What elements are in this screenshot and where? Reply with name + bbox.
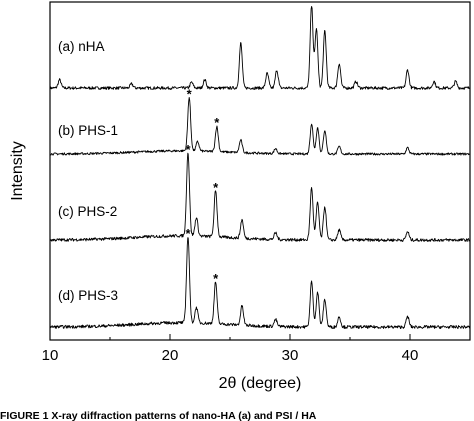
figure-caption: FIGURE 1 X-ray diffraction patterns of n… bbox=[0, 410, 317, 421]
star-marker: * bbox=[185, 142, 191, 157]
x-tick-label: 30 bbox=[282, 347, 299, 364]
x-ticks-layer: 10 20 30 40 bbox=[42, 334, 419, 364]
x-tick-label: 40 bbox=[402, 347, 419, 364]
series-label-a: (a) nHA bbox=[58, 39, 105, 54]
star-marker: * bbox=[213, 271, 219, 286]
y-axis-label: Intensity bbox=[9, 141, 26, 201]
plot-frame bbox=[49, 1, 471, 341]
traces-layer: * * * * * * bbox=[49, 5, 471, 329]
series-label-c: (c) PHS-2 bbox=[58, 204, 117, 219]
star-marker: * bbox=[187, 87, 193, 102]
star-marker: * bbox=[214, 115, 220, 130]
trace-1 bbox=[49, 5, 471, 90]
x-axis-label: 2θ (degree) bbox=[219, 375, 302, 392]
trace-4 bbox=[49, 237, 471, 329]
series-label-d: (d) PHS-3 bbox=[58, 288, 118, 303]
series-label-b: (b) PHS-1 bbox=[58, 123, 118, 138]
x-tick-label: 20 bbox=[162, 347, 179, 364]
trace-3 bbox=[49, 152, 471, 242]
star-marker: * bbox=[185, 226, 191, 241]
star-marker: * bbox=[213, 180, 219, 195]
trace-2 bbox=[49, 96, 471, 156]
x-tick-label: 10 bbox=[42, 347, 59, 364]
